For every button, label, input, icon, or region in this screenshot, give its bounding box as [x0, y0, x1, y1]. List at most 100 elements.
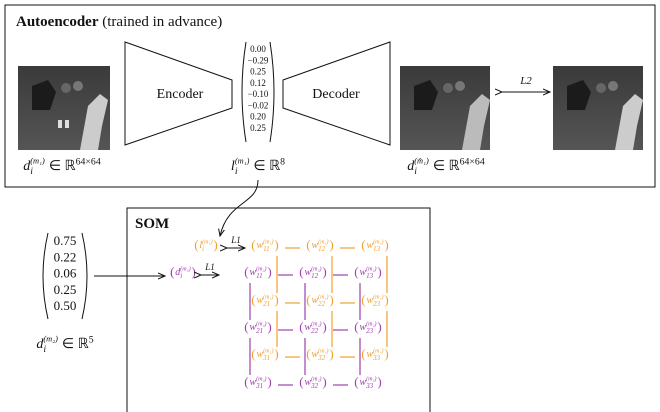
math-label: l(m₁)i∈ ℝ8	[231, 156, 285, 177]
vector-value: 0.25	[250, 67, 266, 77]
math-label: w(m₂)23	[359, 321, 376, 336]
math-sub: 11	[263, 245, 269, 253]
node-paren: )	[274, 346, 278, 361]
math-label: w(m₁)12	[311, 239, 328, 254]
math-sup: (m₂)	[43, 335, 58, 344]
node-paren: (	[299, 264, 303, 279]
math-label: w(m₁)13	[366, 239, 383, 254]
vector-value: 0.75	[54, 233, 77, 248]
bracket	[82, 233, 87, 319]
math-label: w(m₂)32	[304, 376, 321, 391]
math-sub: 23	[366, 327, 374, 335]
math-rel: ∈ ℝ	[433, 159, 460, 174]
math-sub: 32	[310, 382, 319, 390]
node-paren: )	[329, 292, 333, 307]
math-sub: 21	[263, 300, 270, 308]
math-sub: i	[180, 272, 182, 280]
node-paren: (	[244, 264, 248, 279]
node-paren: (	[361, 346, 365, 361]
math-label: w(m₁)31	[256, 348, 273, 363]
vector-value: 0.12	[250, 78, 266, 88]
node-paren: )	[322, 374, 326, 389]
l1-label: L1	[204, 262, 215, 272]
math-sub: 32	[317, 354, 326, 362]
vector-value: −0.10	[248, 89, 269, 99]
math-rel: ∈ ℝ	[253, 159, 280, 174]
math-label: d(m̂₁)i∈ ℝ64×64	[407, 156, 485, 177]
math-label: d(m₁)i∈ ℝ64×64	[23, 156, 101, 177]
vector-value: 0.25	[54, 282, 77, 297]
decoder-label: Decoder	[312, 87, 360, 102]
math-sub: 22	[311, 327, 319, 335]
vector-value: 0.20	[250, 112, 266, 122]
node-paren: )	[329, 237, 333, 252]
math-label: w(m₁)23	[366, 294, 383, 309]
math-label: w(m₂)33	[359, 376, 376, 391]
math-sub: 13	[366, 272, 374, 280]
math-sub: 21	[256, 327, 263, 335]
vector-value: −0.02	[248, 100, 269, 110]
math-sub: i	[235, 166, 238, 177]
node-paren: )	[267, 264, 271, 279]
math-label: w(m₁)22	[311, 294, 328, 309]
node-paren: (	[244, 374, 248, 389]
node-paren: (	[244, 319, 248, 334]
vector-value: 0.22	[54, 249, 77, 264]
vector-value: 0.50	[54, 298, 77, 313]
node-paren: (	[251, 237, 255, 252]
node-paren: )	[274, 237, 278, 252]
node-paren: (	[194, 237, 198, 252]
som-title: SOM	[135, 216, 169, 232]
node-paren: (	[354, 374, 358, 389]
math-exp: 5	[89, 334, 94, 345]
node-paren: )	[267, 374, 271, 389]
node-paren: )	[322, 264, 326, 279]
math-sub: 22	[318, 300, 326, 308]
node-paren: )	[384, 237, 388, 252]
math-sub: i	[202, 245, 204, 253]
node-paren: )	[274, 292, 278, 307]
math-sub: 12	[318, 245, 326, 253]
bracket	[43, 233, 48, 319]
vector-value: 0.25	[250, 123, 266, 133]
bracket	[270, 42, 274, 142]
math-sup: (m̂₁)	[414, 157, 429, 166]
math-label: w(m₁)11	[256, 239, 273, 254]
images	[18, 66, 643, 150]
math-sub: 23	[373, 300, 381, 308]
node-paren: )	[377, 264, 381, 279]
node-paren: (	[251, 346, 255, 361]
math-label: w(m₁)32	[311, 348, 328, 363]
node-paren: (	[299, 319, 303, 334]
math-label: w(m₂)13	[359, 266, 376, 281]
math-sub: 33	[372, 354, 381, 362]
math-sub: i	[30, 166, 33, 177]
bracket	[242, 42, 246, 142]
node-paren: (	[170, 264, 174, 279]
math-rel: ∈ ℝ	[49, 159, 76, 174]
node-paren: )	[384, 346, 388, 361]
vector-value: −0.29	[248, 55, 269, 65]
node-paren: (	[306, 346, 310, 361]
math-exp: 8	[280, 156, 285, 167]
math-sub: 31	[262, 354, 270, 362]
node-paren: )	[267, 319, 271, 334]
math-sub: i	[43, 344, 46, 355]
node-paren: (	[251, 292, 255, 307]
node-paren: (	[306, 237, 310, 252]
math-sub: 33	[365, 382, 374, 390]
node-paren: (	[354, 319, 358, 334]
node-paren: )	[377, 319, 381, 334]
node-paren: )	[322, 319, 326, 334]
node-paren: (	[306, 292, 310, 307]
node-paren: )	[329, 346, 333, 361]
math-rel: ∈ ℝ	[62, 337, 89, 352]
math-label: d(m₂)i	[175, 266, 190, 281]
math-label: w(m₂)21	[249, 321, 266, 336]
l1-label: L1	[230, 235, 241, 245]
vector-value: 0.00	[250, 44, 266, 54]
ae-title: Autoencoder (trained in advance)	[16, 14, 222, 30]
math-label: l(m₁)i	[199, 239, 212, 254]
math-sub: 13	[373, 245, 381, 253]
math-label: w(m₂)22	[304, 321, 321, 336]
